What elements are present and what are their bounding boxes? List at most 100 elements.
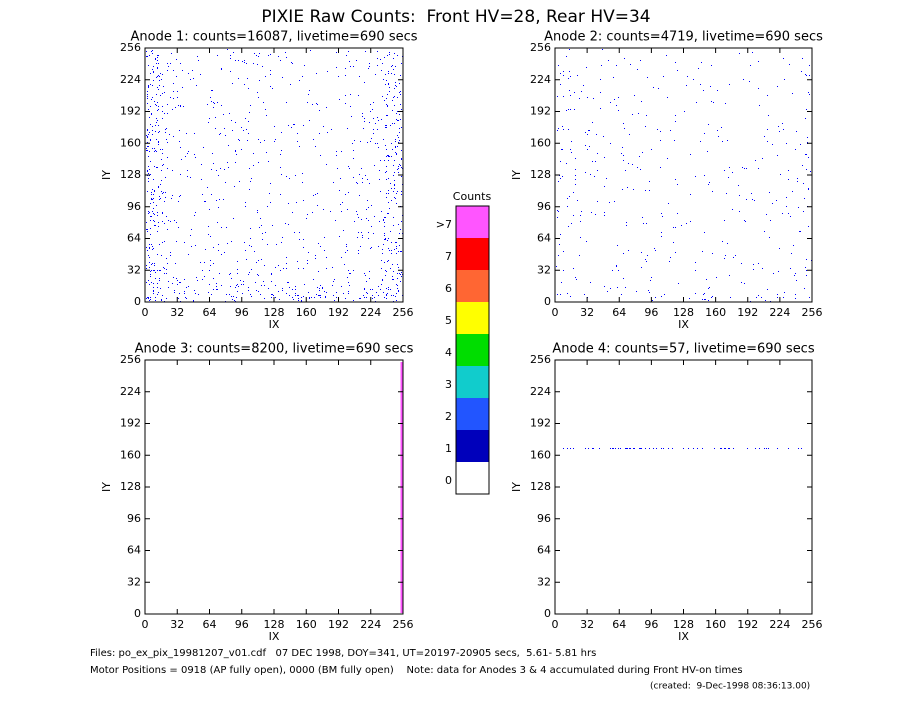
- y-tick-label: 256: [120, 353, 141, 366]
- y-axis-label: IY: [510, 170, 523, 180]
- y-tick-label: 256: [530, 41, 551, 54]
- y-tick-label: 0: [544, 295, 551, 308]
- plot-frame: [554, 47, 813, 303]
- plot-frame: [554, 359, 813, 615]
- colorbar-label: 2: [445, 410, 452, 423]
- x-axis-label: IX: [678, 630, 689, 643]
- colorbar-label: 3: [445, 378, 452, 391]
- y-tick-label: 192: [120, 105, 141, 118]
- y-axis-label: IY: [510, 482, 523, 492]
- y-tick-label: 192: [530, 105, 551, 118]
- x-tick-label: 64: [612, 306, 626, 319]
- x-tick-label: 96: [235, 306, 249, 319]
- x-tick-label: 128: [264, 618, 285, 631]
- y-tick-label: 96: [537, 200, 551, 213]
- colorbar-label: >7: [436, 218, 452, 231]
- y-tick-label: 192: [120, 417, 141, 430]
- y-tick-label: 32: [537, 263, 551, 276]
- x-tick-label: 0: [142, 618, 149, 631]
- x-tick-label: 224: [360, 306, 381, 319]
- colorbar-label: 0: [445, 474, 452, 487]
- y-tick-label: 64: [537, 232, 551, 245]
- colorbar-swatch: [456, 334, 489, 366]
- colorbar-label: 7: [445, 250, 452, 263]
- colorbar-swatch: [456, 462, 489, 494]
- x-tick-label: 96: [644, 306, 658, 319]
- panel-title: Anode 1: counts=16087, livetime=690 secs: [130, 30, 417, 45]
- x-tick-label: 192: [737, 306, 758, 319]
- x-tick-label: 224: [769, 618, 790, 631]
- colorbar-frame: [455, 205, 490, 495]
- y-tick-label: 128: [530, 480, 551, 493]
- y-tick-label: 32: [127, 575, 141, 588]
- colorbar-label: 6: [445, 282, 452, 295]
- x-tick-label: 224: [360, 618, 381, 631]
- x-tick-label: 64: [203, 306, 217, 319]
- colorbar-swatch: [456, 302, 489, 334]
- x-axis-label: IX: [269, 630, 280, 643]
- y-tick-label: 64: [127, 232, 141, 245]
- x-tick-label: 32: [170, 618, 184, 631]
- x-tick-label: 160: [296, 306, 317, 319]
- pixel-texture: [146, 49, 403, 302]
- panel-title: Anode 2: counts=4719, livetime=690 secs: [544, 30, 823, 45]
- y-tick-label: 128: [530, 168, 551, 181]
- y-tick-label: 224: [530, 385, 551, 398]
- x-tick-label: 160: [705, 306, 726, 319]
- y-tick-label: 128: [120, 168, 141, 181]
- y-tick-label: 256: [120, 41, 141, 54]
- pixel-texture: [563, 448, 802, 449]
- y-tick-label: 96: [127, 200, 141, 213]
- y-tick-label: 64: [127, 544, 141, 557]
- x-tick-label: 64: [612, 618, 626, 631]
- y-tick-label: 128: [120, 480, 141, 493]
- x-tick-label: 32: [580, 306, 594, 319]
- colorbar-label: 4: [445, 346, 452, 359]
- x-tick-label: 256: [802, 306, 823, 319]
- y-tick-label: 32: [537, 575, 551, 588]
- y-tick-label: 96: [127, 512, 141, 525]
- x-axis-label: IX: [678, 318, 689, 331]
- colorbar-swatch: [456, 206, 489, 238]
- x-tick-label: 128: [673, 306, 694, 319]
- x-tick-label: 0: [552, 618, 559, 631]
- x-tick-label: 96: [235, 618, 249, 631]
- footer-line: (created: 9-Dec-1998 08:36:13.00): [650, 682, 810, 692]
- plot-frame: [144, 47, 404, 303]
- colorbar-swatch: [456, 430, 489, 462]
- x-tick-label: 256: [393, 306, 414, 319]
- x-axis-label: IX: [269, 318, 280, 331]
- x-tick-label: 96: [644, 618, 658, 631]
- y-tick-label: 224: [120, 73, 141, 86]
- colorbar-swatch: [456, 398, 489, 430]
- colorbar-swatch: [456, 366, 489, 398]
- x-tick-label: 0: [552, 306, 559, 319]
- y-tick-label: 160: [530, 448, 551, 461]
- x-tick-label: 64: [203, 618, 217, 631]
- y-tick-label: 256: [530, 353, 551, 366]
- y-tick-label: 224: [120, 385, 141, 398]
- y-axis-label: IY: [100, 482, 113, 492]
- x-tick-label: 256: [802, 618, 823, 631]
- panel-title: Anode 4: counts=57, livetime=690 secs: [552, 342, 814, 357]
- x-tick-label: 192: [328, 306, 349, 319]
- colorbar-label: 1: [445, 442, 452, 455]
- y-tick-label: 192: [530, 417, 551, 430]
- figure-title: PIXIE Raw Counts: Front HV=28, Rear HV=3…: [261, 7, 650, 27]
- footer-line: Motor Positions = 0918 (AP fully open), …: [90, 665, 743, 676]
- y-tick-label: 64: [537, 544, 551, 557]
- x-tick-label: 192: [737, 618, 758, 631]
- x-tick-label: 224: [769, 306, 790, 319]
- y-tick-label: 0: [134, 607, 141, 620]
- y-tick-label: 0: [544, 607, 551, 620]
- colorbar-swatch: [456, 270, 489, 302]
- x-tick-label: 160: [705, 618, 726, 631]
- x-tick-label: 32: [580, 618, 594, 631]
- pixel-texture: [556, 49, 812, 302]
- y-axis-label: IY: [100, 170, 113, 180]
- x-tick-label: 256: [393, 618, 414, 631]
- y-tick-label: 160: [530, 136, 551, 149]
- x-tick-label: 192: [328, 618, 349, 631]
- plot-frame: [144, 359, 404, 615]
